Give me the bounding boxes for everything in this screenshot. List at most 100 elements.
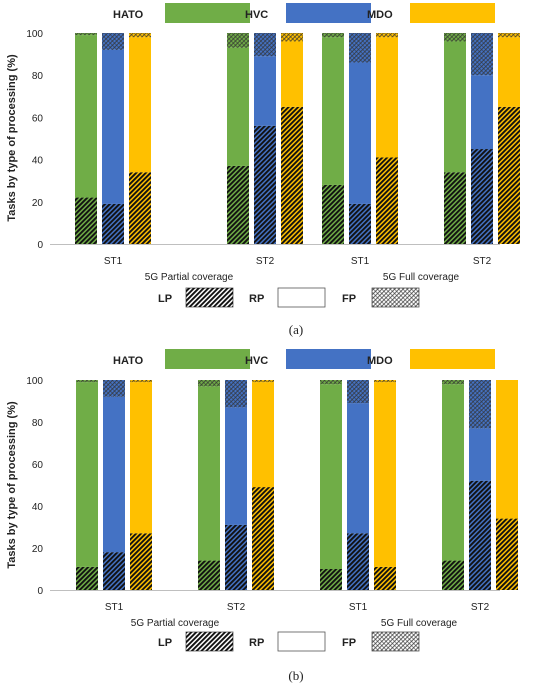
figure-caption-a: (a) — [289, 322, 303, 337]
bar-hato-rp — [75, 35, 97, 198]
algorithm-legend: HATO HVC MDO — [113, 349, 495, 369]
bar-lp-pattern — [130, 533, 152, 590]
legend-label-lp: LP — [158, 293, 172, 305]
legend-swatch-fp-pattern — [372, 632, 419, 651]
bar-lp-pattern — [254, 125, 276, 244]
legend-swatch-mdo — [410, 3, 495, 23]
bar-fp-pattern — [227, 33, 249, 48]
y-tick-label: 60 — [32, 113, 44, 124]
bar-hvc-rp — [103, 396, 125, 553]
legend-swatch-hato — [165, 3, 250, 23]
algorithm-legend: HATO HVC MDO — [113, 3, 495, 23]
bar-mdo-rp — [130, 382, 152, 534]
bar-mdo-rp — [374, 382, 396, 567]
legend-swatch-mdo — [410, 349, 495, 369]
x-axis-labels: ST1 ST2 ST1 ST2 5G Partial coverage 5G Full c… — [104, 256, 492, 283]
x-tick-label: ST2 — [473, 256, 492, 267]
bar-lp-pattern — [444, 172, 466, 244]
bar-lp-pattern — [75, 197, 97, 244]
x-tick-label: ST1 — [104, 256, 123, 267]
bar-lp-pattern — [102, 203, 124, 244]
bar-mdo-rp — [281, 41, 303, 107]
y-tick-label: 60 — [32, 460, 44, 471]
bar-lp-pattern — [320, 569, 342, 590]
bar-fp-pattern — [281, 33, 303, 42]
bar-lp-pattern — [498, 106, 520, 244]
bar-hato-rp — [444, 41, 466, 173]
legend-label-hato: HATO — [113, 355, 144, 367]
bar-lp-pattern — [281, 106, 303, 244]
bar-hato-rp — [76, 382, 98, 567]
bar-lp-pattern — [252, 487, 274, 590]
bar-fp-pattern — [349, 33, 371, 63]
bar-fp-pattern — [130, 380, 152, 383]
bar-fp-pattern — [225, 380, 247, 408]
y-tick-label: 100 — [26, 29, 43, 40]
bar-lp-pattern — [376, 157, 398, 244]
figure-caption-b: (b) — [288, 668, 303, 683]
y-axis-label: Tasks by type of processing (%) — [6, 54, 18, 222]
chart-panel-b: Tasks by type of processing (%) 0 20 40 60 8… — [6, 349, 518, 683]
bar-lp-pattern — [496, 518, 518, 590]
processing-legend: LP RP FP — [158, 631, 420, 652]
bar-fp-pattern — [103, 380, 125, 397]
x-tick-label: ST2 — [256, 256, 275, 267]
bar-series — [76, 380, 518, 590]
bar-fp-pattern — [442, 380, 464, 385]
bar-fp-pattern — [498, 33, 520, 38]
y-tick-label: 80 — [32, 418, 44, 429]
legend-label-hato: HATO — [113, 9, 144, 21]
bar-fp-pattern — [254, 33, 276, 57]
legend-swatch-lp-pattern — [186, 288, 233, 307]
legend-swatch-lp-pattern — [186, 632, 233, 651]
legend-swatch-hato — [165, 349, 250, 369]
processing-legend: LP RP FP — [158, 287, 420, 308]
bar-lp-pattern — [227, 165, 249, 244]
bar-lp-pattern — [469, 480, 491, 590]
bar-series — [75, 33, 520, 244]
bar-lp-pattern — [374, 566, 396, 590]
bar-lp-pattern — [347, 533, 369, 590]
legend-label-hvc: HVC — [245, 355, 268, 367]
bar-mdo-rp — [129, 37, 151, 173]
bar-fp-pattern — [471, 33, 493, 76]
y-tick-label: 20 — [32, 544, 44, 555]
bar-hato-rp — [198, 386, 220, 561]
bar-fp-pattern — [320, 380, 342, 385]
bar-hato-rp — [227, 47, 249, 166]
bar-fp-pattern — [76, 380, 98, 383]
legend-swatch-rp — [277, 631, 326, 652]
y-tick-label: 40 — [32, 502, 44, 513]
bar-mdo-rp — [498, 37, 520, 107]
bar-hvc-rp — [102, 49, 124, 204]
bar-fp-pattern — [75, 33, 97, 36]
x-tick-label: ST2 — [227, 602, 246, 613]
chart-panel-a: Tasks by type of processing (%) 0 20 40 60 8… — [6, 3, 520, 337]
y-axis-ticks: 0 20 40 60 80 100 — [26, 29, 500, 251]
y-axis-ticks: 0 20 40 60 80 100 — [26, 376, 500, 597]
bar-lp-pattern — [322, 184, 344, 244]
bar-hato-rp — [320, 384, 342, 569]
bar-hvc-rp — [469, 428, 491, 481]
y-tick-label: 40 — [32, 156, 44, 167]
bar-hvc-rp — [471, 75, 493, 150]
y-axis-label: Tasks by type of processing (%) — [6, 401, 18, 569]
y-tick-label: 0 — [37, 586, 43, 597]
bar-fp-pattern — [252, 380, 274, 383]
y-tick-label: 0 — [37, 240, 43, 251]
bar-hvc-rp — [225, 407, 247, 525]
bar-lp-pattern — [76, 566, 98, 590]
coverage-group-label: 5G Full coverage — [383, 272, 460, 283]
bar-fp-pattern — [469, 380, 491, 429]
bar-hvc-rp — [347, 403, 369, 534]
coverage-group-label: 5G Partial coverage — [131, 618, 220, 629]
x-tick-label: ST1 — [105, 602, 124, 613]
coverage-group-label: 5G Full coverage — [381, 618, 458, 629]
bar-lp-pattern — [103, 552, 125, 590]
x-tick-label: ST2 — [471, 602, 490, 613]
legend-label-rp: RP — [249, 293, 264, 305]
bar-lp-pattern — [349, 203, 371, 244]
bar-fp-pattern — [374, 380, 396, 383]
bar-hato-rp — [442, 384, 464, 561]
